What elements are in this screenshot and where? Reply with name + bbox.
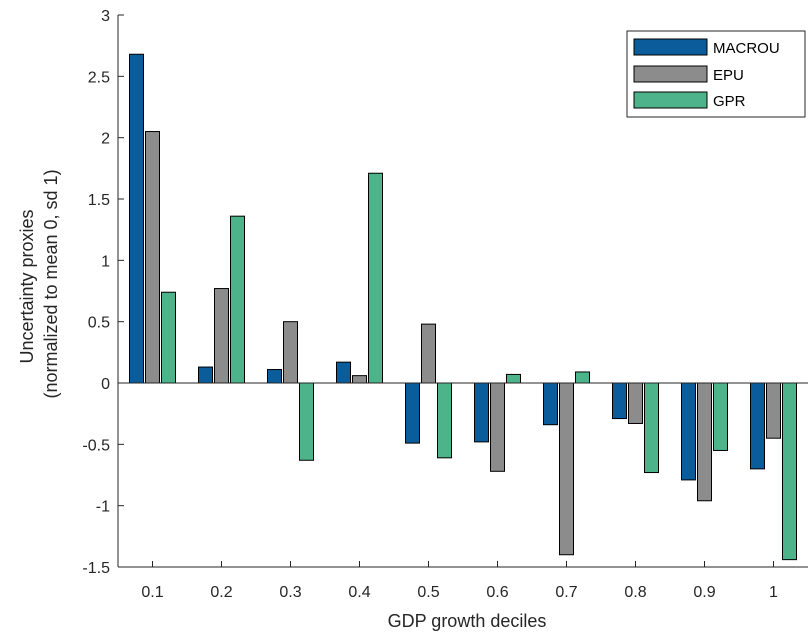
- y-axis-label-line-1: Uncertainty proxies: [17, 209, 37, 363]
- y-tick-label: -1: [96, 499, 110, 516]
- bar-epu-0.2: [214, 288, 229, 384]
- bars-layer: [129, 53, 797, 561]
- legend-swatch-epu: [633, 65, 708, 83]
- legend-label-macrou: MACROU: [713, 40, 780, 57]
- x-tick-label: 0.3: [279, 584, 301, 601]
- bar-macrou-0.6: [474, 382, 489, 443]
- x-axis-label: GDP growth deciles: [388, 611, 547, 631]
- bar-macrou-0.4: [336, 361, 351, 384]
- bar-gpr-0.7: [575, 371, 590, 384]
- bar-epu-1: [766, 382, 781, 439]
- bar-macrou-0.2: [198, 366, 213, 384]
- y-tick-label: -0.5: [82, 437, 110, 454]
- bar-epu-0.1: [145, 131, 160, 384]
- bar-macrou-0.5: [405, 382, 420, 444]
- x-tick-label: 0.2: [210, 584, 232, 601]
- axes-layer: [117, 15, 808, 568]
- bar-macrou-1: [750, 382, 765, 470]
- y-tick-label: 1: [101, 253, 110, 270]
- bar-macrou-0.7: [543, 382, 558, 426]
- y-tick-label: 2.5: [88, 69, 110, 86]
- bar-epu-0.3: [283, 321, 298, 384]
- y-axis-label-line-2: (normalized to mean 0, sd 1): [41, 169, 61, 398]
- bar-macrou-0.3: [267, 369, 282, 384]
- x-tick-label: 0.1: [141, 584, 163, 601]
- bar-epu-0.8: [628, 382, 643, 424]
- x-tick-label: 0.6: [486, 584, 508, 601]
- y-tick-label: 1.5: [88, 192, 110, 209]
- y-tick-label: 2: [101, 131, 110, 148]
- x-tick-label: 0.7: [555, 584, 577, 601]
- bar-gpr-0.8: [644, 382, 659, 474]
- bar-gpr-0.6: [506, 373, 521, 384]
- bar-macrou-0.9: [681, 382, 696, 481]
- legend: MACROU EPU GPR: [626, 30, 806, 118]
- bar-gpr-0.5: [437, 382, 452, 459]
- bar-gpr-0.3: [299, 382, 314, 461]
- bar-epu-0.9: [697, 382, 712, 502]
- x-tick-label: 0.4: [348, 584, 370, 601]
- bar-epu-0.6: [490, 382, 505, 472]
- y-tick-label: 3: [101, 8, 110, 25]
- x-tick-label: 0.5: [417, 584, 439, 601]
- y-tick-label: 0.5: [88, 315, 110, 332]
- y-tick-label: -1.5: [82, 560, 110, 577]
- bar-macrou-0.1: [129, 53, 144, 384]
- bar-gpr-1: [782, 382, 797, 561]
- bar-gpr-0.1: [161, 291, 176, 384]
- bar-gpr-0.4: [368, 172, 383, 384]
- legend-swatch-gpr: [633, 91, 708, 109]
- ticks-layer: -1.5 -1 -0.5 0 0.5 1 1.5 2 2.5 3 0.1 0.2 0.3 0.4 0.5 0.…: [82, 8, 778, 601]
- bar-macrou-0.8: [612, 382, 627, 420]
- x-tick-label: 0.8: [624, 584, 646, 601]
- bar-epu-0.7: [559, 382, 574, 556]
- bar-gpr-0.9: [713, 382, 728, 451]
- bar-epu-0.5: [421, 323, 436, 384]
- legend-swatch-macrou: [633, 38, 708, 56]
- bar-gpr-0.2: [230, 215, 245, 384]
- y-tick-label: 0: [101, 376, 110, 393]
- legend-label-gpr: GPR: [713, 93, 746, 110]
- y-axis-label: Uncertainty proxies (normalized to mean …: [17, 169, 61, 398]
- x-tick-label: 0.9: [693, 584, 715, 601]
- legend-label-epu: EPU: [713, 67, 744, 84]
- x-tick-label: 1: [769, 584, 778, 601]
- bar-epu-0.4: [352, 375, 367, 384]
